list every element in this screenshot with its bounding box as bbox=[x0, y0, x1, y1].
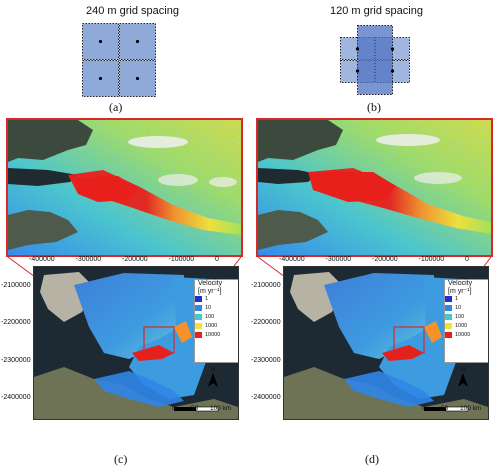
legend-title-c-2: [m yr⁻¹] bbox=[198, 288, 222, 295]
legend-item: 1 bbox=[195, 295, 238, 304]
scale-label: 50 bbox=[441, 405, 449, 412]
x-tick-label: -400000 bbox=[29, 256, 55, 263]
panel-b-caption: (b) bbox=[367, 100, 381, 114]
y-tick-label: -2400000 bbox=[1, 394, 31, 401]
y-tick-label: -2200000 bbox=[1, 319, 31, 327]
scale-bar-d: 0 50 100 km bbox=[422, 399, 482, 417]
velocity-legend-c: Velocity [m yr⁻¹] 1 10 100 1000 10000 bbox=[194, 279, 238, 363]
x-tick-label: -400000 bbox=[279, 256, 305, 263]
legend-title-c-1: Velocity bbox=[198, 280, 223, 287]
y-tick-label: -2100000 bbox=[1, 282, 31, 289]
legend-item: 10 bbox=[195, 304, 238, 313]
panel-b-title: 120 m grid spacing bbox=[330, 5, 423, 17]
panel-a-title: 240 m grid spacing bbox=[86, 5, 179, 17]
x-tick-label: 0 bbox=[215, 256, 219, 263]
y-tick-label: -2400000 bbox=[251, 394, 281, 401]
map-c: Velocity [m yr⁻¹] 1 10 100 1000 10000 N … bbox=[33, 266, 239, 420]
scale-label: 50 bbox=[191, 405, 199, 412]
legend-item: 100 bbox=[195, 313, 238, 322]
x-tick-label: -300000 bbox=[325, 256, 352, 263]
zoom-inset-c bbox=[6, 118, 243, 257]
legend-item: 10 bbox=[445, 304, 488, 313]
x-tick-label: -200000 bbox=[372, 256, 398, 263]
zoom-inset-d bbox=[256, 118, 493, 257]
y-tick-label: -2100000 bbox=[251, 282, 281, 289]
x-tick-label: -200000 bbox=[122, 256, 148, 263]
map-d: Velocity [m yr⁻¹] 1 10 100 1000 10000 N … bbox=[283, 266, 489, 420]
north-arrow-icon: N bbox=[456, 367, 470, 389]
x-tick-label: 0 bbox=[465, 256, 469, 263]
north-arrow-icon: N bbox=[206, 367, 220, 389]
legend-item: 1 bbox=[445, 295, 488, 304]
x-tick-label: -300000 bbox=[75, 256, 102, 263]
legend-title-d-1: Velocity bbox=[448, 280, 473, 287]
panel-a-caption: (a) bbox=[109, 100, 123, 114]
legend-item: 10000 bbox=[445, 331, 488, 340]
x-tick-label: -100000 bbox=[418, 256, 445, 263]
legend-title-d-2: [m yr⁻¹] bbox=[448, 288, 472, 295]
velocity-legend-d: Velocity [m yr⁻¹] 1 10 100 1000 10000 bbox=[444, 279, 488, 363]
y-tick-label: -2200000 bbox=[251, 319, 281, 327]
scale-label: 100 km bbox=[460, 405, 482, 412]
scale-label: 0 bbox=[422, 405, 426, 412]
legend-item: 10000 bbox=[195, 331, 238, 340]
y-tick-label: -2300000 bbox=[1, 356, 31, 364]
scale-bar-c: 0 50 100 km bbox=[172, 399, 232, 417]
grid-240m-diagram bbox=[82, 23, 156, 97]
grid-120m-diagram bbox=[340, 25, 410, 95]
legend-item: 1000 bbox=[445, 322, 488, 331]
scale-label: 0 bbox=[172, 405, 176, 412]
y-tick-label: -2300000 bbox=[251, 356, 281, 364]
panel-c-caption: (c) bbox=[114, 452, 128, 466]
scale-label: 100 km bbox=[210, 405, 232, 412]
x-tick-label: -100000 bbox=[168, 256, 195, 263]
panel-d-caption: (d) bbox=[365, 452, 379, 466]
legend-item: 1000 bbox=[195, 322, 238, 331]
legend-item: 100 bbox=[445, 313, 488, 322]
